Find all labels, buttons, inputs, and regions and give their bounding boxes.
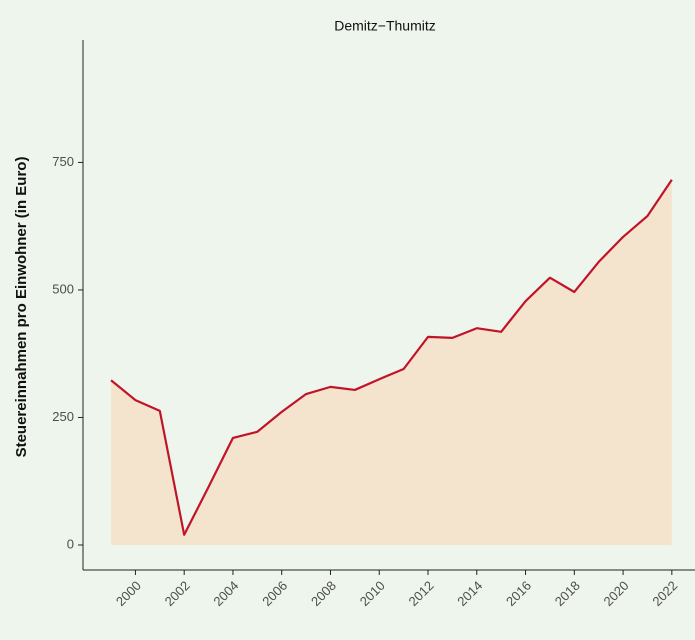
x-tick-label: 2016	[503, 578, 534, 609]
y-tick-label: 0	[67, 536, 74, 551]
x-tick-label: 2006	[259, 578, 290, 609]
y-tick-label: 250	[52, 409, 74, 424]
x-tick-label: 2000	[113, 578, 144, 609]
y-tick-label: 500	[52, 281, 74, 296]
y-axis-label: Steuereinnahmen pro Einwohner (in Euro)	[13, 157, 30, 458]
x-tick-label: 2022	[649, 578, 680, 609]
area	[111, 179, 672, 546]
x-tick-label: 2010	[357, 578, 388, 609]
x-tick-label: 2012	[406, 578, 437, 609]
x-tick-label: 2008	[308, 578, 339, 609]
x-tick-label: 2002	[162, 578, 193, 609]
y-tick-label: 750	[52, 154, 74, 169]
x-tick-label: 2004	[210, 578, 241, 609]
x-tick-label: 2018	[552, 578, 583, 609]
x-tick-label: 2014	[454, 578, 485, 609]
chart-title: Demitz−Thumitz	[334, 18, 436, 34]
line	[110, 179, 673, 536]
x-tick-label: 2020	[601, 578, 632, 609]
